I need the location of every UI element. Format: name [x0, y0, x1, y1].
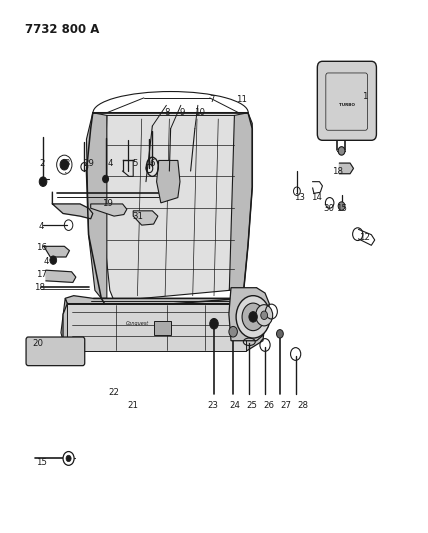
- Text: 28: 28: [298, 401, 309, 410]
- Text: 6: 6: [150, 159, 155, 167]
- Polygon shape: [339, 163, 354, 174]
- Text: 4: 4: [107, 159, 113, 167]
- Polygon shape: [27, 341, 84, 362]
- Text: 22: 22: [109, 388, 119, 397]
- Text: 7732 800 A: 7732 800 A: [25, 22, 99, 36]
- Circle shape: [338, 202, 345, 211]
- Circle shape: [103, 175, 109, 183]
- Text: 25: 25: [247, 401, 258, 410]
- Text: 14: 14: [311, 193, 321, 202]
- Text: 8: 8: [164, 108, 170, 117]
- Polygon shape: [133, 211, 158, 225]
- Polygon shape: [46, 270, 76, 282]
- Circle shape: [66, 455, 71, 462]
- Text: 31: 31: [132, 212, 143, 221]
- Text: 7: 7: [209, 95, 214, 104]
- Text: 30: 30: [323, 204, 334, 213]
- Circle shape: [39, 177, 47, 187]
- Text: 21: 21: [128, 401, 139, 410]
- Polygon shape: [63, 298, 265, 351]
- FancyBboxPatch shape: [317, 61, 377, 140]
- Text: 15: 15: [336, 204, 347, 213]
- Text: 1: 1: [362, 92, 368, 101]
- Polygon shape: [104, 115, 239, 301]
- Text: 18: 18: [332, 166, 343, 175]
- Text: 18: 18: [34, 283, 45, 292]
- Text: 26: 26: [264, 401, 275, 410]
- Circle shape: [276, 329, 283, 338]
- Text: 24: 24: [229, 401, 240, 410]
- Circle shape: [60, 159, 68, 170]
- Circle shape: [50, 256, 56, 264]
- Circle shape: [256, 305, 273, 326]
- FancyBboxPatch shape: [26, 337, 85, 366]
- Text: 29: 29: [83, 159, 94, 167]
- Circle shape: [249, 312, 257, 322]
- Circle shape: [338, 147, 345, 155]
- Text: 20: 20: [32, 339, 43, 348]
- Polygon shape: [229, 113, 252, 298]
- Text: 4: 4: [43, 257, 49, 265]
- Text: TURBO: TURBO: [339, 103, 355, 107]
- Text: 15: 15: [36, 458, 47, 467]
- Text: 16: 16: [36, 244, 47, 253]
- Circle shape: [63, 451, 74, 465]
- Polygon shape: [67, 304, 246, 351]
- Polygon shape: [91, 204, 127, 216]
- Polygon shape: [229, 288, 269, 341]
- Circle shape: [210, 318, 218, 329]
- Polygon shape: [44, 246, 69, 257]
- Circle shape: [236, 296, 270, 338]
- Text: 10: 10: [193, 108, 205, 117]
- Text: 17: 17: [36, 270, 47, 279]
- Text: 11: 11: [236, 95, 247, 104]
- Text: 27: 27: [281, 401, 292, 410]
- Text: 23: 23: [208, 401, 219, 410]
- Text: 2: 2: [39, 159, 45, 167]
- Text: 12: 12: [360, 233, 371, 242]
- Text: 13: 13: [294, 193, 305, 202]
- Text: 5: 5: [133, 159, 138, 167]
- Polygon shape: [61, 298, 74, 351]
- Text: Conquest: Conquest: [126, 321, 149, 326]
- Circle shape: [261, 311, 268, 319]
- Text: 4: 4: [39, 222, 45, 231]
- Text: 9: 9: [179, 108, 185, 117]
- Circle shape: [229, 326, 238, 337]
- Text: 3: 3: [65, 159, 70, 167]
- Polygon shape: [86, 113, 107, 298]
- Text: 19: 19: [102, 199, 113, 208]
- Bar: [155, 320, 172, 335]
- Polygon shape: [157, 160, 180, 203]
- Circle shape: [242, 303, 264, 330]
- Polygon shape: [65, 288, 261, 322]
- Polygon shape: [52, 192, 93, 219]
